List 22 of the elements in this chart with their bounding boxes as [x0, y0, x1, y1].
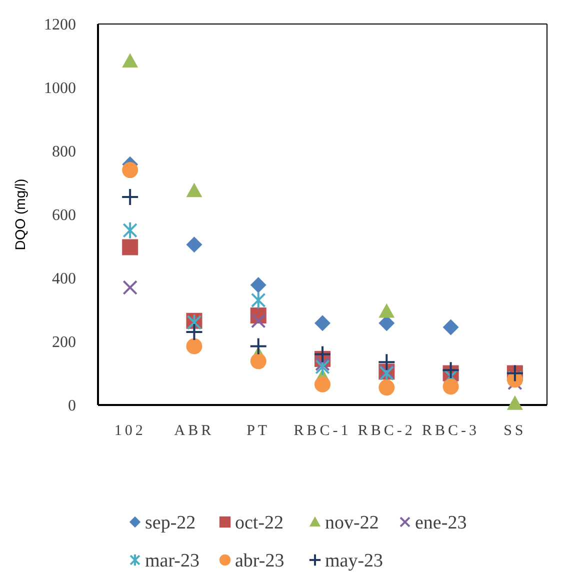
y-axis-title: DQO (mg/l)	[12, 178, 28, 250]
x-tick-label: RBC-1	[294, 423, 352, 439]
y-tick-label: 400	[52, 270, 76, 288]
y-tick-label: 800	[52, 144, 76, 161]
y-tick-label: 1000	[44, 80, 76, 98]
legend-label: nov-22	[325, 512, 379, 534]
legend-label: oct-22	[235, 512, 284, 534]
x-tick-label: 102	[114, 423, 146, 439]
x-tick-label: ABR	[174, 423, 214, 439]
legend-label: ene-23	[415, 512, 467, 534]
legend-label: sep-22	[145, 512, 196, 534]
x-tick-label: PT	[246, 423, 270, 439]
legend-label: may-23	[325, 550, 384, 572]
y-tick-label: 200	[52, 334, 76, 352]
x-tick-label: RBC-2	[358, 423, 416, 439]
x-tick-label: SS	[504, 423, 526, 439]
legend-label: abr-23	[235, 550, 284, 572]
x-tick-label: RBC-3	[422, 423, 480, 439]
y-tick-label: 0	[68, 398, 76, 415]
y-tick-label: 1200	[44, 16, 76, 34]
y-tick-label: 600	[52, 207, 76, 224]
legend-label: mar-23	[145, 550, 200, 572]
